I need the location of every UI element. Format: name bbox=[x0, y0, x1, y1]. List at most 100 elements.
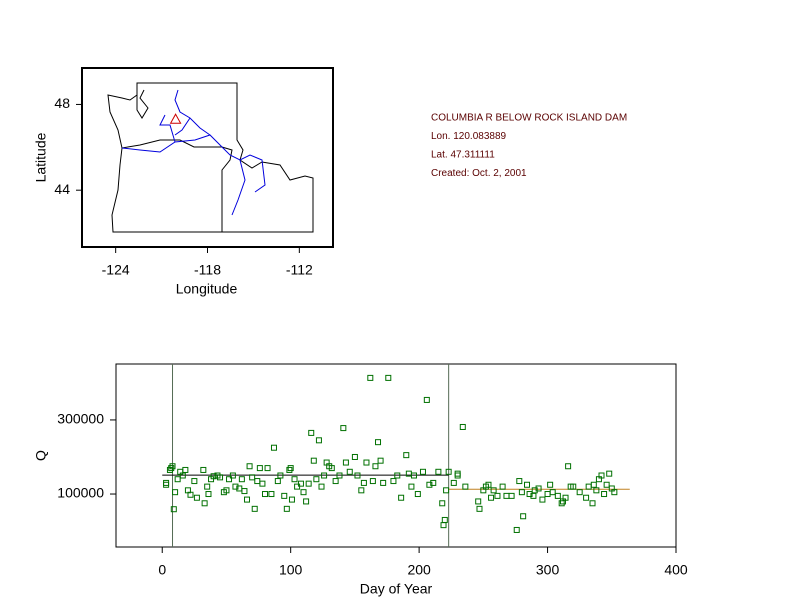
x-tick-label: 400 bbox=[664, 562, 688, 578]
point bbox=[328, 465, 335, 472]
point bbox=[513, 526, 520, 533]
annotation: Lat. 47.311111 bbox=[431, 150, 495, 161]
point bbox=[336, 472, 343, 479]
point bbox=[351, 453, 358, 460]
point bbox=[398, 494, 405, 501]
point bbox=[261, 491, 268, 498]
point bbox=[300, 489, 307, 496]
point bbox=[441, 516, 448, 523]
point bbox=[516, 478, 523, 485]
point bbox=[360, 479, 367, 486]
point bbox=[210, 473, 217, 480]
point bbox=[340, 425, 347, 432]
point bbox=[603, 481, 610, 488]
point bbox=[201, 500, 208, 507]
point bbox=[259, 480, 266, 487]
point bbox=[354, 472, 361, 479]
x-tick-label: 0 bbox=[158, 562, 166, 578]
point bbox=[342, 459, 349, 466]
annotation: COLUMBIA R BELOW ROCK ISLAND DAM bbox=[431, 113, 627, 124]
point bbox=[377, 457, 384, 464]
point bbox=[414, 491, 421, 498]
point bbox=[499, 483, 506, 490]
point bbox=[226, 476, 233, 483]
x-tick-label: 200 bbox=[407, 562, 431, 578]
point bbox=[270, 444, 277, 451]
point bbox=[193, 494, 200, 501]
annotation: Created: Oct. 2, 2001 bbox=[431, 168, 527, 179]
point bbox=[554, 492, 561, 499]
point bbox=[562, 494, 569, 501]
plot-frame bbox=[115, 363, 677, 548]
point bbox=[394, 472, 401, 479]
point bbox=[589, 500, 596, 507]
point bbox=[435, 468, 442, 475]
point bbox=[277, 472, 284, 479]
x-axis-label: Day of Year bbox=[360, 581, 433, 597]
point bbox=[423, 396, 430, 403]
point bbox=[410, 472, 417, 479]
y-tick-label: 48 bbox=[54, 95, 70, 111]
point bbox=[476, 505, 483, 512]
y-tick-label: 300000 bbox=[57, 411, 104, 427]
point bbox=[535, 485, 542, 492]
annotation: Lon. 120.083889 bbox=[431, 131, 507, 142]
y-tick-label: 100000 bbox=[57, 485, 104, 501]
point bbox=[246, 463, 253, 470]
x-tick-label: -112 bbox=[286, 262, 313, 278]
point bbox=[170, 506, 177, 513]
point bbox=[576, 489, 583, 496]
point bbox=[223, 487, 230, 494]
point bbox=[169, 463, 176, 470]
point bbox=[549, 489, 556, 496]
point bbox=[168, 465, 175, 472]
point bbox=[518, 489, 525, 496]
map-outline bbox=[107, 82, 314, 233]
point bbox=[490, 487, 497, 494]
point bbox=[241, 488, 248, 495]
point bbox=[611, 489, 618, 496]
point bbox=[375, 439, 382, 446]
point bbox=[606, 470, 613, 477]
point bbox=[174, 476, 181, 483]
point bbox=[286, 466, 293, 473]
point bbox=[187, 491, 194, 498]
point bbox=[450, 479, 457, 486]
point bbox=[313, 476, 320, 483]
point bbox=[475, 498, 482, 505]
point bbox=[229, 472, 236, 479]
point bbox=[315, 437, 322, 444]
point bbox=[598, 472, 605, 479]
point bbox=[520, 513, 527, 520]
point bbox=[524, 481, 531, 488]
rivers bbox=[121, 89, 266, 216]
point bbox=[172, 489, 179, 496]
point bbox=[583, 494, 590, 501]
point bbox=[372, 463, 379, 470]
point bbox=[251, 505, 258, 512]
point bbox=[526, 491, 533, 498]
point bbox=[287, 465, 294, 472]
x-tick-label: 100 bbox=[279, 562, 303, 578]
point bbox=[593, 487, 600, 494]
point bbox=[200, 466, 207, 473]
point bbox=[305, 480, 312, 487]
point bbox=[454, 470, 461, 477]
x-tick-label: -118 bbox=[194, 262, 221, 278]
point bbox=[426, 481, 433, 488]
point bbox=[565, 463, 572, 470]
point bbox=[531, 487, 538, 494]
point bbox=[403, 452, 410, 459]
point bbox=[274, 478, 281, 485]
point bbox=[558, 500, 565, 507]
point bbox=[205, 491, 212, 498]
point bbox=[244, 496, 251, 503]
x-tick-label: -124 bbox=[102, 262, 130, 278]
point bbox=[281, 492, 288, 499]
point bbox=[217, 474, 224, 481]
point bbox=[358, 487, 365, 494]
point bbox=[318, 483, 325, 490]
point bbox=[459, 423, 466, 430]
point bbox=[508, 492, 515, 499]
